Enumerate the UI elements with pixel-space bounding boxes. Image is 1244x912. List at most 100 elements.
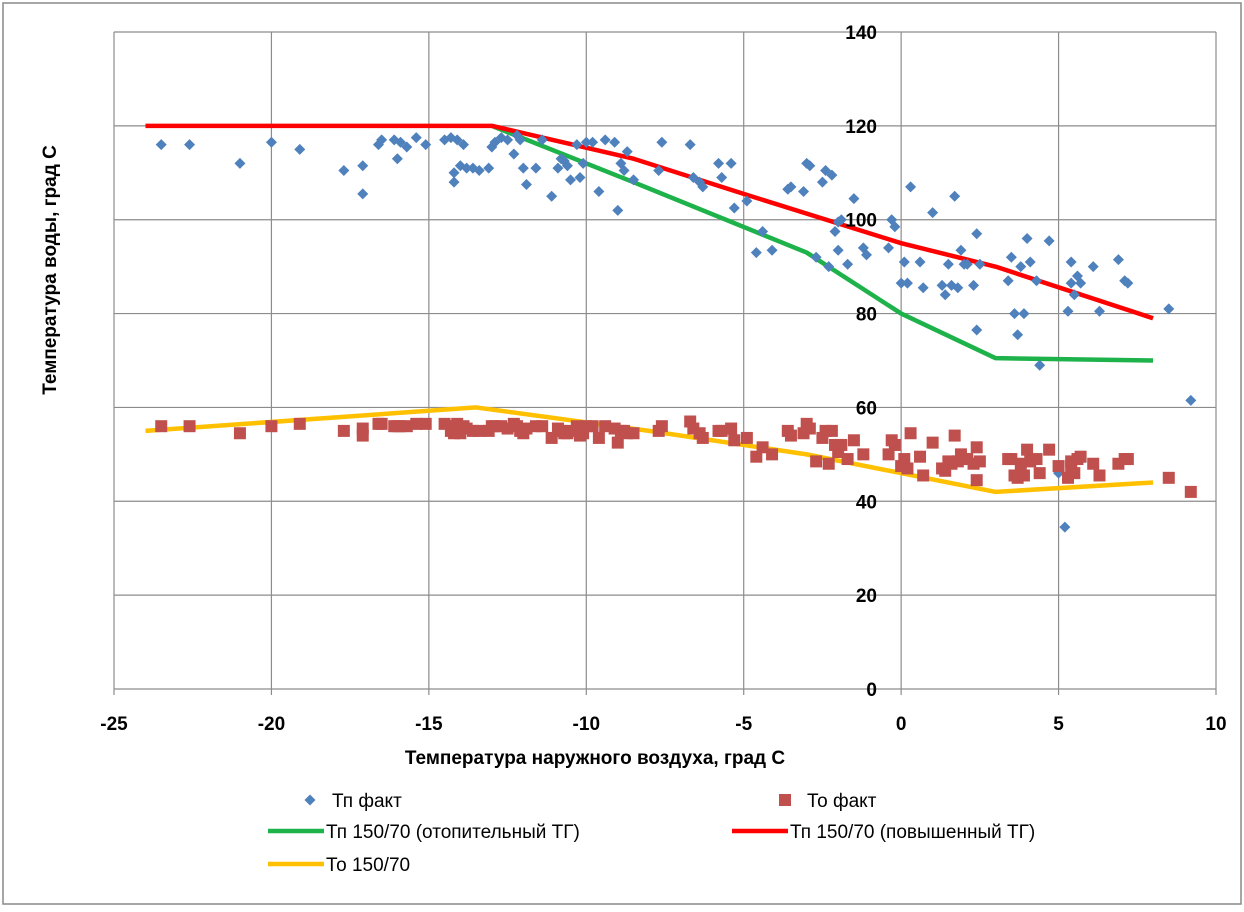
- data-point: [530, 162, 542, 174]
- data-point: [810, 251, 822, 263]
- legend-entry: Тп факт: [304, 791, 402, 812]
- series-3: [145, 123, 1154, 321]
- data-point: [1034, 359, 1046, 371]
- data-point: [400, 420, 413, 433]
- data-point: [461, 162, 473, 174]
- data-point: [716, 171, 728, 183]
- legend-swatch: [304, 794, 316, 806]
- data-point: [901, 462, 914, 475]
- x-tick-label: -25: [100, 714, 128, 735]
- data-point: [974, 258, 986, 270]
- data-point: [337, 424, 350, 437]
- data-point: [822, 457, 835, 470]
- data-point: [757, 225, 769, 237]
- series-line: [145, 123, 1154, 321]
- data-point: [357, 188, 369, 200]
- data-point: [586, 420, 599, 433]
- legend-entry: То 150/70: [268, 855, 410, 876]
- data-point: [508, 148, 520, 160]
- data-point: [970, 441, 983, 454]
- legend-label: То 150/70: [326, 855, 410, 876]
- data-point: [265, 420, 278, 433]
- data-point: [611, 436, 624, 449]
- data-point: [889, 221, 901, 233]
- data-point: [593, 186, 605, 198]
- data-point: [728, 202, 740, 214]
- data-point: [696, 431, 709, 444]
- data-point: [1021, 232, 1033, 244]
- data-point: [1162, 471, 1175, 484]
- data-point: [1163, 303, 1175, 315]
- data-point: [1043, 235, 1055, 247]
- y-tick-label: 140: [845, 23, 877, 44]
- x-tick-label: 0: [896, 714, 907, 735]
- data-point: [1065, 277, 1077, 289]
- data-point: [901, 277, 913, 289]
- data-point: [1184, 485, 1197, 498]
- data-point: [973, 455, 986, 468]
- data-point: [882, 448, 895, 461]
- data-point: [1052, 460, 1065, 473]
- data-point: [1030, 453, 1043, 466]
- data-point: [184, 139, 196, 151]
- data-point: [741, 195, 753, 207]
- data-point: [971, 228, 983, 240]
- data-point: [917, 282, 929, 294]
- data-point: [1024, 256, 1036, 268]
- data-point: [942, 258, 954, 270]
- series-2: [490, 123, 1154, 363]
- data-point: [473, 164, 485, 176]
- data-point: [804, 160, 816, 172]
- data-point: [1094, 305, 1106, 317]
- data-point: [410, 417, 423, 430]
- x-tick-label: -10: [573, 714, 600, 735]
- data-point: [847, 434, 860, 447]
- data-point: [473, 424, 486, 437]
- data-point: [725, 157, 737, 169]
- y-tick-label: 100: [845, 211, 877, 232]
- y-tick-label: 80: [856, 305, 877, 326]
- data-point: [713, 157, 725, 169]
- data-point: [561, 160, 573, 172]
- data-point: [939, 289, 951, 301]
- data-point: [618, 164, 630, 176]
- data-point: [1018, 308, 1030, 320]
- data-point: [552, 162, 564, 174]
- data-point: [861, 249, 873, 261]
- data-point: [883, 242, 895, 254]
- data-point: [835, 438, 848, 451]
- data-point: [545, 431, 558, 444]
- data-point: [653, 164, 665, 176]
- data-point: [655, 420, 668, 433]
- data-point: [968, 279, 980, 291]
- data-point: [1043, 443, 1056, 456]
- legend-label: Тп 150/70 (повышенный ТГ): [790, 822, 1035, 843]
- data-point: [1012, 329, 1024, 341]
- data-point: [483, 162, 495, 174]
- data-point: [599, 420, 612, 433]
- data-point: [832, 244, 844, 256]
- series-1: [155, 415, 1197, 498]
- data-point: [376, 134, 388, 146]
- data-point: [715, 424, 728, 437]
- data-point: [1068, 289, 1080, 301]
- data-point: [1017, 469, 1030, 482]
- data-point: [375, 417, 388, 430]
- y-tick-label: 60: [856, 398, 877, 419]
- data-point: [1021, 443, 1034, 456]
- data-point: [1014, 457, 1027, 470]
- x-axis-title: Температура наружного воздуха, град С: [405, 748, 786, 769]
- data-point: [1015, 261, 1027, 273]
- data-point: [1093, 469, 1106, 482]
- data-point: [728, 434, 741, 447]
- legend-label: Тп 150/70 (отопительный ТГ): [326, 822, 580, 843]
- data-point: [357, 160, 369, 172]
- data-point: [628, 174, 640, 186]
- data-point: [1033, 467, 1046, 480]
- legend-entry: Тп 150/70 (отопительный ТГ): [268, 822, 580, 843]
- data-point: [536, 134, 548, 146]
- data-point: [936, 279, 948, 291]
- data-point: [961, 258, 973, 270]
